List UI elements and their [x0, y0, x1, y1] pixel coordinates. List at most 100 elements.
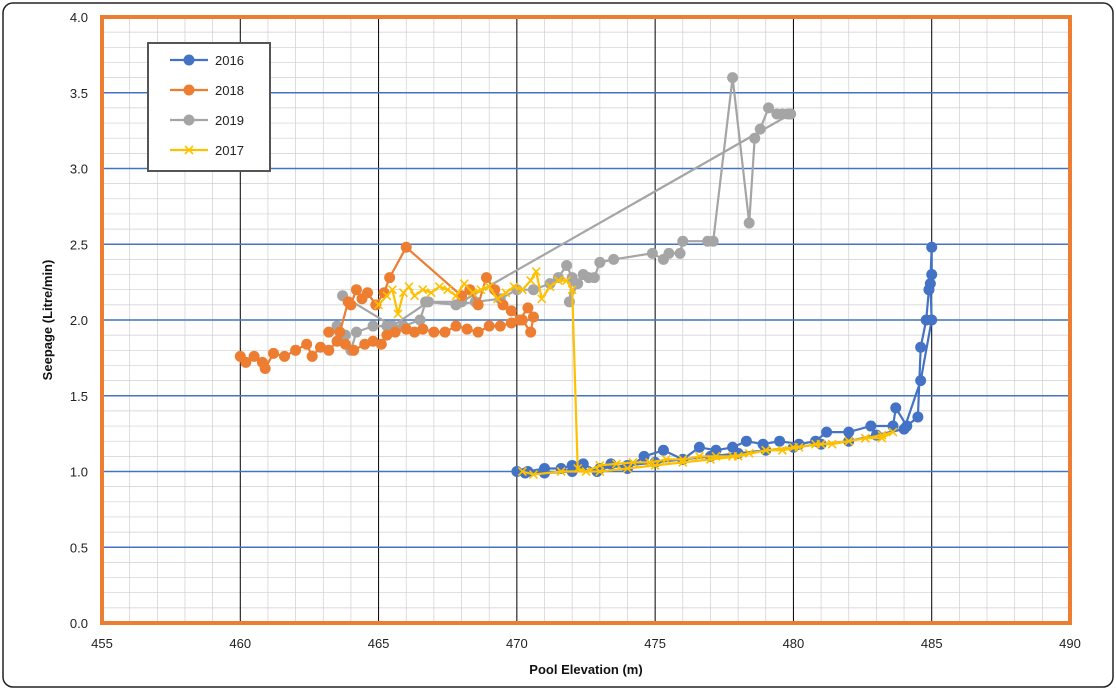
data-point-2017 — [451, 291, 461, 301]
data-point-2018 — [461, 323, 473, 335]
data-point-2018 — [367, 335, 379, 347]
data-point-2017 — [492, 294, 503, 304]
legend-label: 2017 — [215, 143, 244, 158]
data-point-2017 — [573, 463, 583, 474]
data-point-2017 — [827, 439, 837, 449]
data-point-2016 — [821, 426, 833, 438]
data-point-2017 — [777, 445, 787, 455]
y-tick-label: 1.0 — [70, 465, 88, 480]
data-point-2018 — [400, 323, 412, 335]
data-point-2018 — [370, 299, 382, 311]
legend-label: 2018 — [215, 83, 244, 98]
data-point-2017 — [733, 451, 743, 461]
data-point-2018 — [472, 299, 484, 311]
legend: 2016 2018 2019 2017 — [147, 42, 271, 172]
data-point-2019 — [561, 259, 573, 271]
y-tick-label: 3.0 — [70, 162, 88, 177]
data-point-2019 — [422, 296, 434, 308]
y-tick-label: 0.5 — [70, 540, 88, 555]
data-point-2018 — [356, 293, 368, 305]
x-axis-title: Pool Elevation (m) — [529, 662, 642, 677]
data-point-2017 — [393, 309, 403, 319]
y-tick-label: 3.5 — [70, 86, 88, 101]
series-2017 — [374, 266, 898, 480]
data-point-2017 — [788, 442, 798, 452]
data-point-2019 — [367, 320, 379, 332]
data-point-2016 — [924, 278, 936, 290]
x-tick-label: 485 — [921, 636, 943, 651]
data-point-2017 — [484, 282, 494, 292]
data-point-2017 — [468, 288, 478, 298]
data-point-2017 — [816, 439, 826, 449]
data-point-2017 — [531, 266, 541, 277]
data-point-2016 — [693, 441, 705, 453]
legend-label: 2016 — [215, 53, 244, 68]
data-point-2017 — [517, 285, 527, 295]
data-point-2018 — [409, 326, 421, 338]
data-point-2018 — [375, 338, 387, 350]
data-point-2017 — [404, 282, 414, 292]
data-point-2017 — [418, 285, 428, 295]
data-point-2018 — [400, 241, 412, 253]
data-point-2017 — [374, 300, 384, 310]
data-point-2017 — [705, 454, 716, 464]
data-point-2019 — [749, 132, 761, 144]
data-point-2017 — [567, 285, 577, 295]
data-point-2017 — [545, 282, 555, 292]
y-axis-title: Seepage (Litre/min) — [40, 260, 55, 381]
data-point-2018 — [505, 317, 517, 329]
data-point-2017 — [459, 279, 469, 289]
legend-item-2019: 2019 — [170, 113, 244, 128]
data-point-2017 — [553, 276, 563, 286]
data-point-2017 — [711, 451, 721, 461]
data-point-2016 — [843, 426, 855, 438]
data-point-2016 — [926, 241, 938, 253]
data-point-2017 — [678, 454, 688, 464]
data-point-2016 — [887, 420, 899, 432]
data-point-2019 — [674, 247, 686, 259]
data-point-2017 — [678, 457, 688, 467]
data-point-2018 — [331, 335, 343, 347]
data-point-2019 — [763, 102, 775, 114]
data-point-2018 — [323, 344, 335, 356]
data-point-2018 — [450, 320, 462, 332]
data-point-2019 — [544, 278, 556, 290]
data-point-2018 — [417, 323, 429, 335]
data-point-2018 — [514, 314, 526, 326]
data-point-2019 — [608, 253, 620, 265]
y-tick-label: 0.0 — [70, 616, 88, 631]
data-point-2017 — [501, 288, 511, 298]
data-point-2017 — [611, 459, 621, 469]
y-tick-label: 4.0 — [70, 10, 88, 25]
data-point-2018 — [240, 356, 252, 368]
y-tick-label: 1.5 — [70, 389, 88, 404]
data-point-2019 — [663, 247, 675, 259]
data-point-2016 — [890, 402, 902, 414]
data-point-2019 — [754, 123, 766, 135]
y-tick-label: 2.5 — [70, 237, 88, 252]
x-tick-label: 470 — [506, 636, 528, 651]
data-point-2017 — [844, 436, 854, 446]
data-point-2019 — [707, 235, 719, 247]
data-point-2018 — [525, 326, 537, 338]
data-point-2016 — [740, 435, 752, 447]
data-point-2017 — [744, 448, 754, 458]
data-point-2016 — [915, 341, 927, 353]
data-point-2018 — [323, 326, 335, 338]
data-point-2018 — [334, 326, 346, 338]
data-point-2019 — [727, 72, 739, 84]
data-point-2017 — [556, 466, 566, 477]
x-tick-label: 480 — [783, 636, 805, 651]
data-point-2019 — [527, 284, 539, 296]
legend-marker — [183, 84, 195, 96]
data-point-2017 — [595, 466, 605, 477]
data-point-2018 — [301, 338, 313, 350]
data-point-2018 — [505, 305, 517, 317]
x-tick-label: 465 — [368, 636, 390, 651]
data-point-2016 — [926, 314, 938, 326]
data-point-2018 — [348, 344, 360, 356]
data-point-2018 — [350, 284, 362, 296]
data-point-2019 — [785, 108, 797, 120]
